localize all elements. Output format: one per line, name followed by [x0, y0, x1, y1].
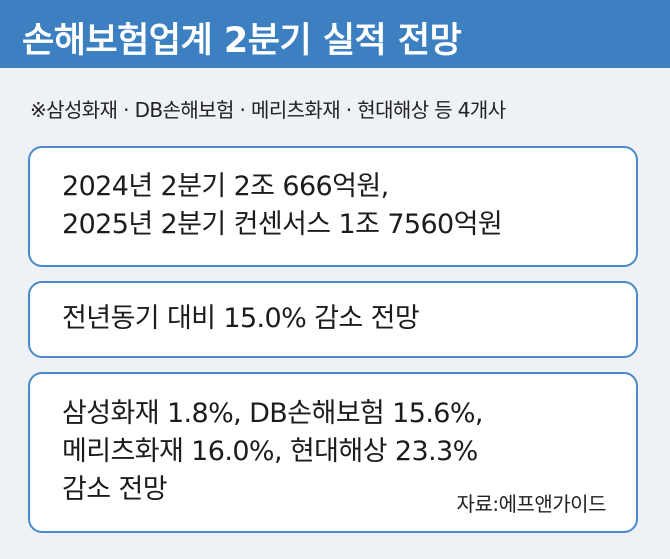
- box-line: 2024년 2분기 2조 666억원,: [62, 171, 389, 202]
- info-box: 전년동기 대비 15.0% 감소 전망: [28, 281, 638, 358]
- header-band: 손해보험업계 2분기 실적 전망: [0, 0, 670, 68]
- info-box: 삼성화재 1.8%, DB손해보험 15.6%, 메리츠화재 16.0%, 현대…: [28, 372, 638, 533]
- source: 자료:에프앤가이드: [456, 492, 607, 516]
- title: 손해보험업계 2분기 실적 전망: [22, 21, 462, 61]
- box-line: 감소 전망: [62, 474, 168, 505]
- subtitle: ※삼성화재 · DB손해보험 · 메리츠화재 · 현대해상 등 4개사: [30, 98, 506, 122]
- box-line: 메리츠화재 16.0%, 현대해상 23.3%: [62, 436, 478, 467]
- info-box: 2024년 2분기 2조 666억원, 2025년 2분기 컨센서스 1조 75…: [28, 146, 638, 267]
- box-line: 전년동기 대비 15.0% 감소 전망: [62, 303, 420, 334]
- box-line: 삼성화재 1.8%, DB손해보험 15.6%,: [62, 398, 484, 429]
- box-line: 2025년 2분기 컨센서스 1조 7560억원: [62, 209, 503, 240]
